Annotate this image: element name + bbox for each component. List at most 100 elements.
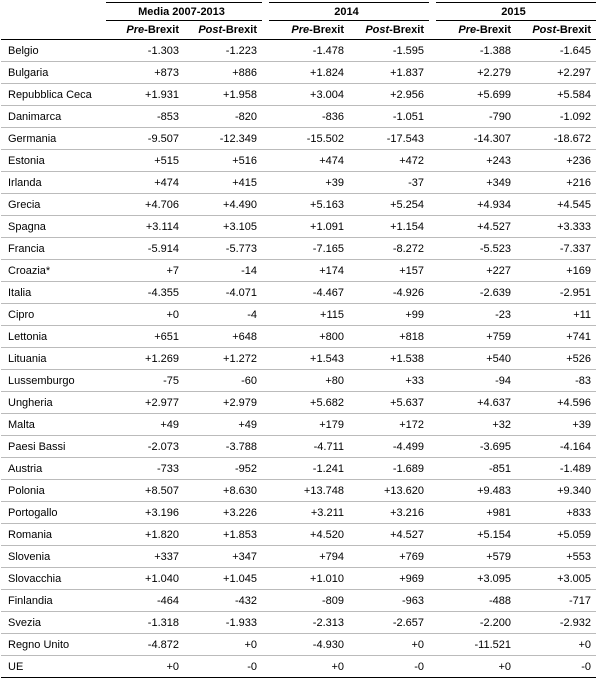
value-cell: +179: [269, 413, 349, 436]
value-cell: +2.956: [349, 83, 430, 106]
value-cell: -1.303: [106, 39, 184, 62]
table-row: Regno Unito -4.872 +0 -4.930 +0 -11.521 +0: [1, 633, 597, 656]
spacer: [429, 611, 437, 634]
value-cell: +347: [184, 545, 262, 568]
value-cell: +981: [436, 501, 517, 524]
value-cell: +349: [436, 171, 517, 194]
value-cell: -1.051: [349, 105, 430, 128]
value-cell: -4: [184, 303, 262, 326]
country-name: Grecia: [1, 193, 106, 216]
value-cell: +11: [516, 303, 597, 326]
country-name: Paesi Bassi: [1, 435, 106, 458]
value-cell: +157: [349, 259, 430, 282]
value-cell: -1.489: [516, 457, 597, 480]
country-name: Ungheria: [1, 391, 106, 414]
value-cell: +0: [349, 633, 430, 656]
spacer: [429, 391, 437, 414]
spacer: [429, 589, 437, 612]
value-cell: -14: [184, 259, 262, 282]
value-cell: +1.272: [184, 347, 262, 370]
subheader-rest: -Brexit: [222, 24, 257, 36]
subheader-rest: -Brexit: [476, 24, 512, 36]
country-name: Lettonia: [1, 325, 106, 348]
value-cell: -4.930: [269, 633, 349, 656]
value-cell: -2.951: [516, 281, 597, 304]
group-header-row: Media 2007-2013 2014 2015: [1, 2, 597, 21]
value-cell: -7.165: [269, 237, 349, 260]
value-cell: +9.340: [516, 479, 597, 502]
spacer: [429, 83, 437, 106]
table-row: UE +0 -0 +0 -0 +0 -0: [1, 655, 597, 678]
table-row: Slovacchia +1.040 +1.045 +1.010 +969 +3.095 +3…: [1, 567, 597, 590]
spacer: [262, 193, 269, 216]
spacer: [429, 633, 437, 656]
spacer: [262, 523, 269, 546]
spacer: [262, 325, 269, 348]
value-cell: +2.279: [436, 61, 517, 84]
table-row: Ungheria +2.977 +2.979 +5.682 +5.637 +4.637 +4…: [1, 391, 597, 414]
value-cell: +1.538: [349, 347, 430, 370]
value-cell: -2.073: [106, 435, 184, 458]
value-cell: +337: [106, 545, 184, 568]
value-cell: +5.637: [349, 391, 430, 414]
value-cell: +115: [269, 303, 349, 326]
value-cell: +1.269: [106, 347, 184, 370]
value-cell: +5.163: [269, 193, 349, 216]
value-cell: +8.630: [184, 479, 262, 502]
spacer: [429, 325, 437, 348]
spacer: [262, 633, 269, 656]
value-cell: +579: [436, 545, 517, 568]
country-name: Repubblica Ceca: [1, 83, 106, 106]
value-cell: -1.318: [106, 611, 184, 634]
spacer: [429, 215, 437, 238]
spacer: [262, 83, 269, 106]
value-cell: +516: [184, 149, 262, 172]
spacer: [429, 149, 437, 172]
value-cell: -2.639: [436, 281, 517, 304]
spacer: [262, 39, 269, 62]
value-cell: -4.872: [106, 633, 184, 656]
country-name: Polonia: [1, 479, 106, 502]
table-row: Irlanda +474 +415 +39 -37 +349 +216: [1, 171, 597, 194]
value-cell: +0: [106, 655, 184, 678]
value-cell: +1.040: [106, 567, 184, 590]
value-cell: +873: [106, 61, 184, 84]
value-cell: +8.507: [106, 479, 184, 502]
spacer: [262, 501, 269, 524]
value-cell: -12.349: [184, 127, 262, 150]
value-cell: -15.502: [269, 127, 349, 150]
value-cell: -3.788: [184, 435, 262, 458]
table-row: Repubblica Ceca +1.931 +1.958 +3.004 +2.956 +…: [1, 83, 597, 106]
spacer: [262, 347, 269, 370]
spacer: [262, 457, 269, 480]
table-row: Romania +1.820 +1.853 +4.520 +4.527 +5.154 +5.…: [1, 523, 597, 546]
subheader-row: Pre-Brexit Post-Brexit Pre-Brexit Post-Brex…: [1, 20, 597, 40]
spacer: [429, 567, 437, 590]
value-cell: -11.521: [436, 633, 517, 656]
table-row: Lettonia +651 +648 +800 +818 +759 +741: [1, 325, 597, 348]
country-name: Spagna: [1, 215, 106, 238]
value-cell: -432: [184, 589, 262, 612]
country-name: Francia: [1, 237, 106, 260]
value-cell: +2.979: [184, 391, 262, 414]
subheader: Pre-Brexit: [269, 20, 349, 40]
value-cell: -0: [184, 655, 262, 678]
value-cell: -0: [516, 655, 597, 678]
value-cell: +759: [436, 325, 517, 348]
value-cell: +4.706: [106, 193, 184, 216]
table-row: Portogallo +3.196 +3.226 +3.211 +3.216 +981 +8…: [1, 501, 597, 524]
value-cell: +886: [184, 61, 262, 84]
spacer: [262, 303, 269, 326]
value-cell: +5.154: [436, 523, 517, 546]
table-row: Belgio -1.303 -1.223 -1.478 -1.595 -1.388 -1.6…: [1, 39, 597, 62]
value-cell: +4.527: [436, 215, 517, 238]
value-cell: -2.657: [349, 611, 430, 634]
value-cell: -60: [184, 369, 262, 392]
country-name: Danimarca: [1, 105, 106, 128]
value-cell: +172: [349, 413, 430, 436]
table-row: Malta +49 +49 +179 +172 +32 +39: [1, 413, 597, 436]
value-cell: +49: [184, 413, 262, 436]
value-cell: -94: [436, 369, 517, 392]
value-cell: +3.095: [436, 567, 517, 590]
value-cell: +415: [184, 171, 262, 194]
